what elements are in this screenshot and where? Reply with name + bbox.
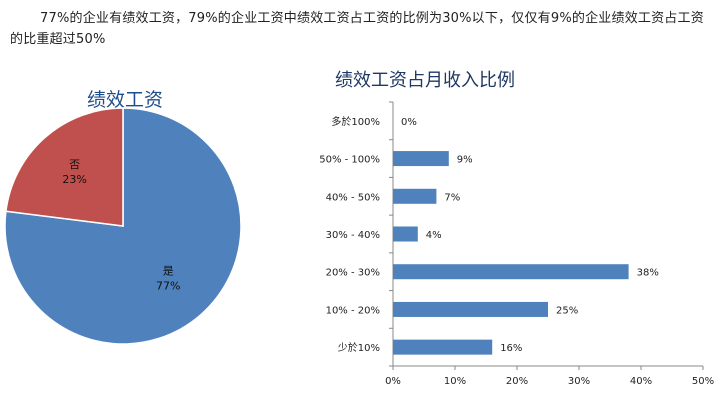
bar [393,151,449,167]
bar-value-label: 16% [500,343,522,354]
x-tick-label: 20% [506,376,528,387]
category-label: 20% - 30% [326,268,380,279]
x-tick-label: 10% [444,376,466,387]
bar [393,301,548,317]
bar [393,264,629,280]
bar-value-label: 0% [401,117,417,128]
bar-value-label: 25% [556,305,578,316]
intro-text: 77%的企业有绩效工资，79%的企业工资中绩效工资占工资的比例为30%以下，仅仅… [10,11,704,47]
bar-chart-title: 绩效工资占月收入比例 [335,70,515,91]
bar-value-label: 9% [457,155,473,166]
category-label: 多於100% [331,115,380,128]
pie-slice-value: 77% [156,279,180,292]
pie-title: 绩效工资 [87,89,163,111]
pie-slice-name: 否 [69,158,80,171]
category-label: 10% - 20% [326,305,380,316]
bar-value-label: 4% [426,230,442,241]
category-label: 少於10% [338,341,380,354]
pie-slice [5,107,124,227]
bar [393,226,418,242]
category-label: 30% - 40% [326,230,380,241]
x-tick-label: 50% [692,376,714,387]
bar [393,339,493,355]
pie-slice-value: 23% [62,173,86,186]
pie-chart: 是 77% 否 23% [4,107,242,345]
x-tick-label: 30% [568,376,590,387]
pie-slice-name: 是 [163,264,174,277]
category-label: 50% - 100% [319,155,380,166]
bar-chart: 多於100% 0% 50% - 100% 9% 40% - 50% 7% 30% - 40%… [319,101,714,387]
bar-value-label: 38% [637,268,659,279]
bar [393,188,437,204]
category-label: 40% - 50% [326,192,380,203]
x-tick-label: 40% [630,376,652,387]
x-tick-label: 0% [385,376,401,387]
bar-value-label: 7% [444,192,460,203]
